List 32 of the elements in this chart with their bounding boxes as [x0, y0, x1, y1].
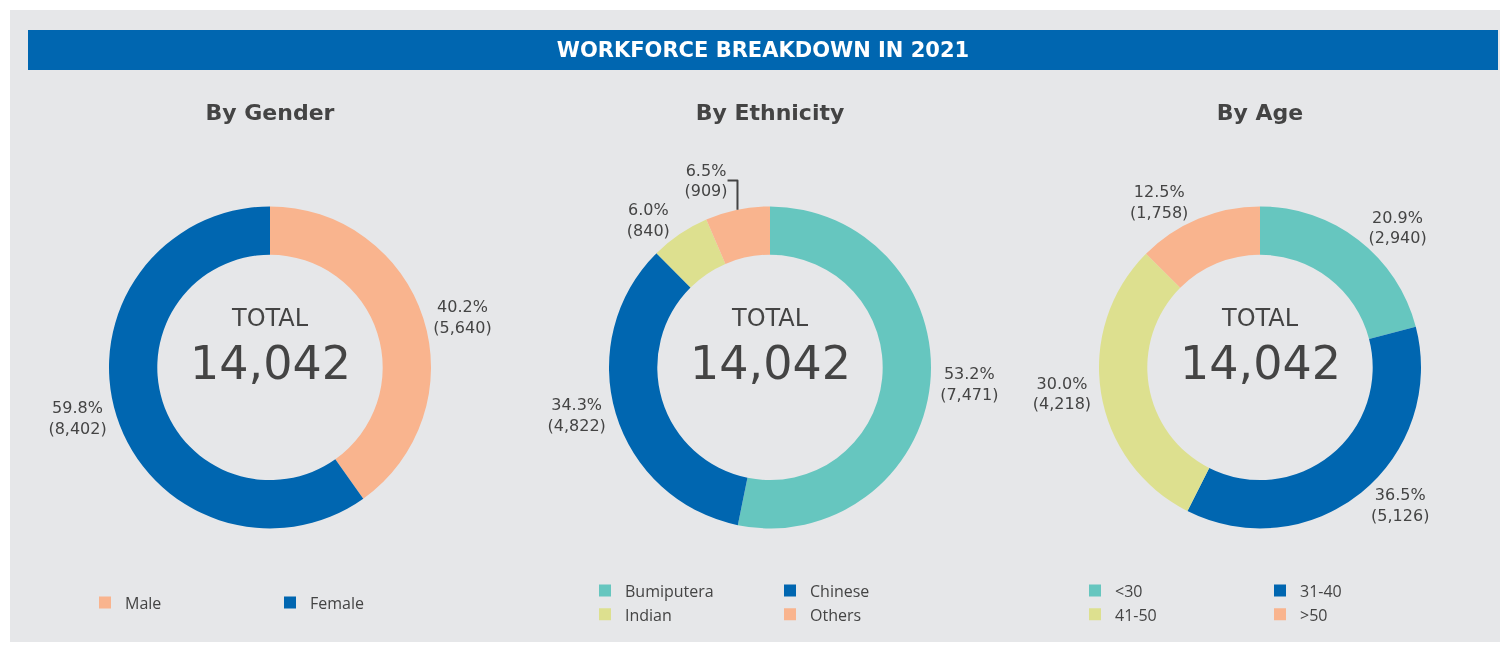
chart-title: By Ethnicity	[695, 99, 845, 125]
legend-label: Chinese	[810, 579, 870, 602]
legend-label: Female	[310, 591, 364, 614]
legend-label: Others	[810, 603, 862, 626]
legend-label: Indian	[625, 603, 672, 626]
data-label: 20.9% (2,940)	[1368, 207, 1427, 248]
donut-slice	[109, 206, 364, 529]
text: TOTAL	[231, 304, 309, 332]
text: 14,042	[190, 336, 351, 390]
text: 14,042	[690, 336, 851, 390]
text: TOTAL	[731, 304, 809, 332]
data-label: 6.5% (909)	[684, 160, 728, 201]
data-label: 36.5% (5,126)	[1371, 484, 1430, 525]
data-label: 59.8% (8,402)	[48, 398, 107, 439]
data-label: 30.0% (4,218)	[1032, 373, 1092, 414]
legend-label: 31-40	[1300, 579, 1342, 602]
data-label: 12.5% (1,758)	[1130, 181, 1189, 222]
data-label: 34.3% (4,822)	[547, 395, 606, 436]
legend-label: Male	[125, 591, 162, 614]
data-label: 53.2% (7,471)	[940, 363, 999, 404]
legend-label: Bumiputera	[625, 579, 714, 602]
chart-title: By Gender	[205, 99, 335, 125]
data-label: 40.2% (5,640)	[433, 296, 492, 337]
legend-label: >50	[1300, 603, 1328, 626]
legend-label: <30	[1115, 579, 1143, 602]
donut-slice	[706, 206, 770, 264]
text: 14,042	[1180, 336, 1341, 390]
text: TOTAL	[1221, 304, 1299, 332]
chart-title: By Age	[1216, 99, 1304, 125]
text: WORKFORCE BREAKDOWN IN 2021	[28, 30, 1498, 70]
legend-label: 41-50	[1115, 603, 1157, 626]
data-label: 6.0% (840)	[626, 200, 670, 241]
